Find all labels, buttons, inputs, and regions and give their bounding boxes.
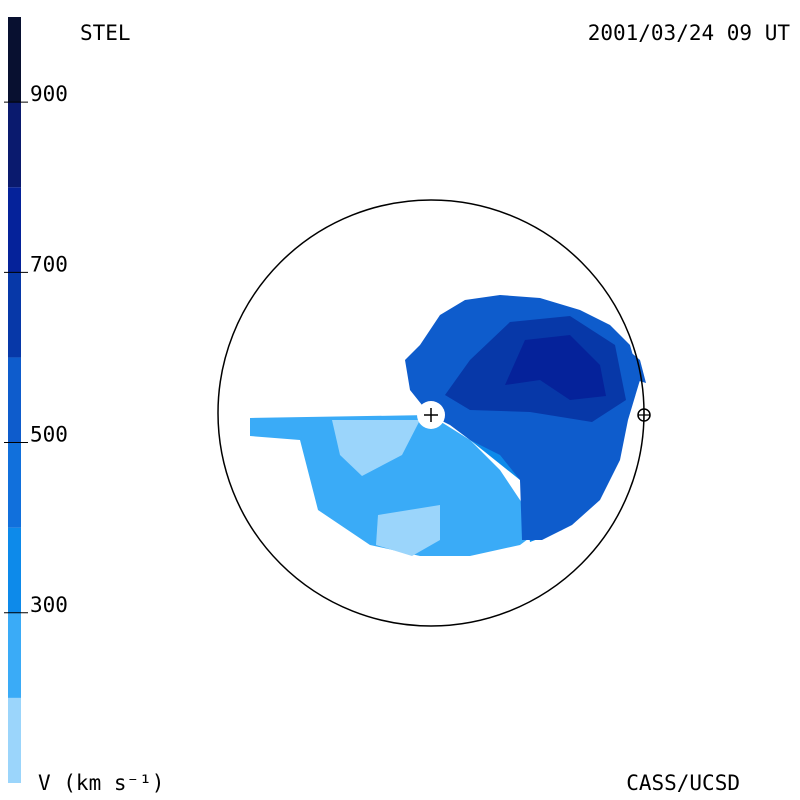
colorbar-band: [8, 527, 21, 613]
colorbar-tick-label: 900: [30, 82, 68, 106]
colorbar-band: [8, 187, 21, 273]
colorbar-band: [8, 442, 21, 528]
colorbar-tick-label: 500: [30, 423, 68, 447]
colorbar-band: [8, 357, 21, 443]
region: [332, 420, 420, 476]
colorbar-band: [8, 17, 21, 103]
earth-marker: [638, 409, 650, 421]
region: [250, 415, 540, 556]
header-right: 2001/03/24 09 UT: [588, 21, 791, 45]
velocity-map: [250, 295, 646, 556]
region: [376, 505, 440, 556]
sun-marker: [424, 408, 438, 422]
header-left: STEL: [80, 21, 131, 45]
colorbar-band: [8, 102, 21, 188]
region: [505, 335, 606, 400]
colorbar-band: [8, 272, 21, 358]
colorbar-label: V (km s⁻¹): [38, 771, 164, 795]
colorbar: 300 500 700 900: [4, 17, 68, 783]
colorbar-tick-label: 700: [30, 252, 68, 276]
footer-right: CASS/UCSD: [626, 771, 740, 795]
colorbar-band: [8, 697, 21, 783]
colorbar-band: [8, 612, 21, 698]
colorbar-tick-label: 300: [30, 593, 68, 617]
